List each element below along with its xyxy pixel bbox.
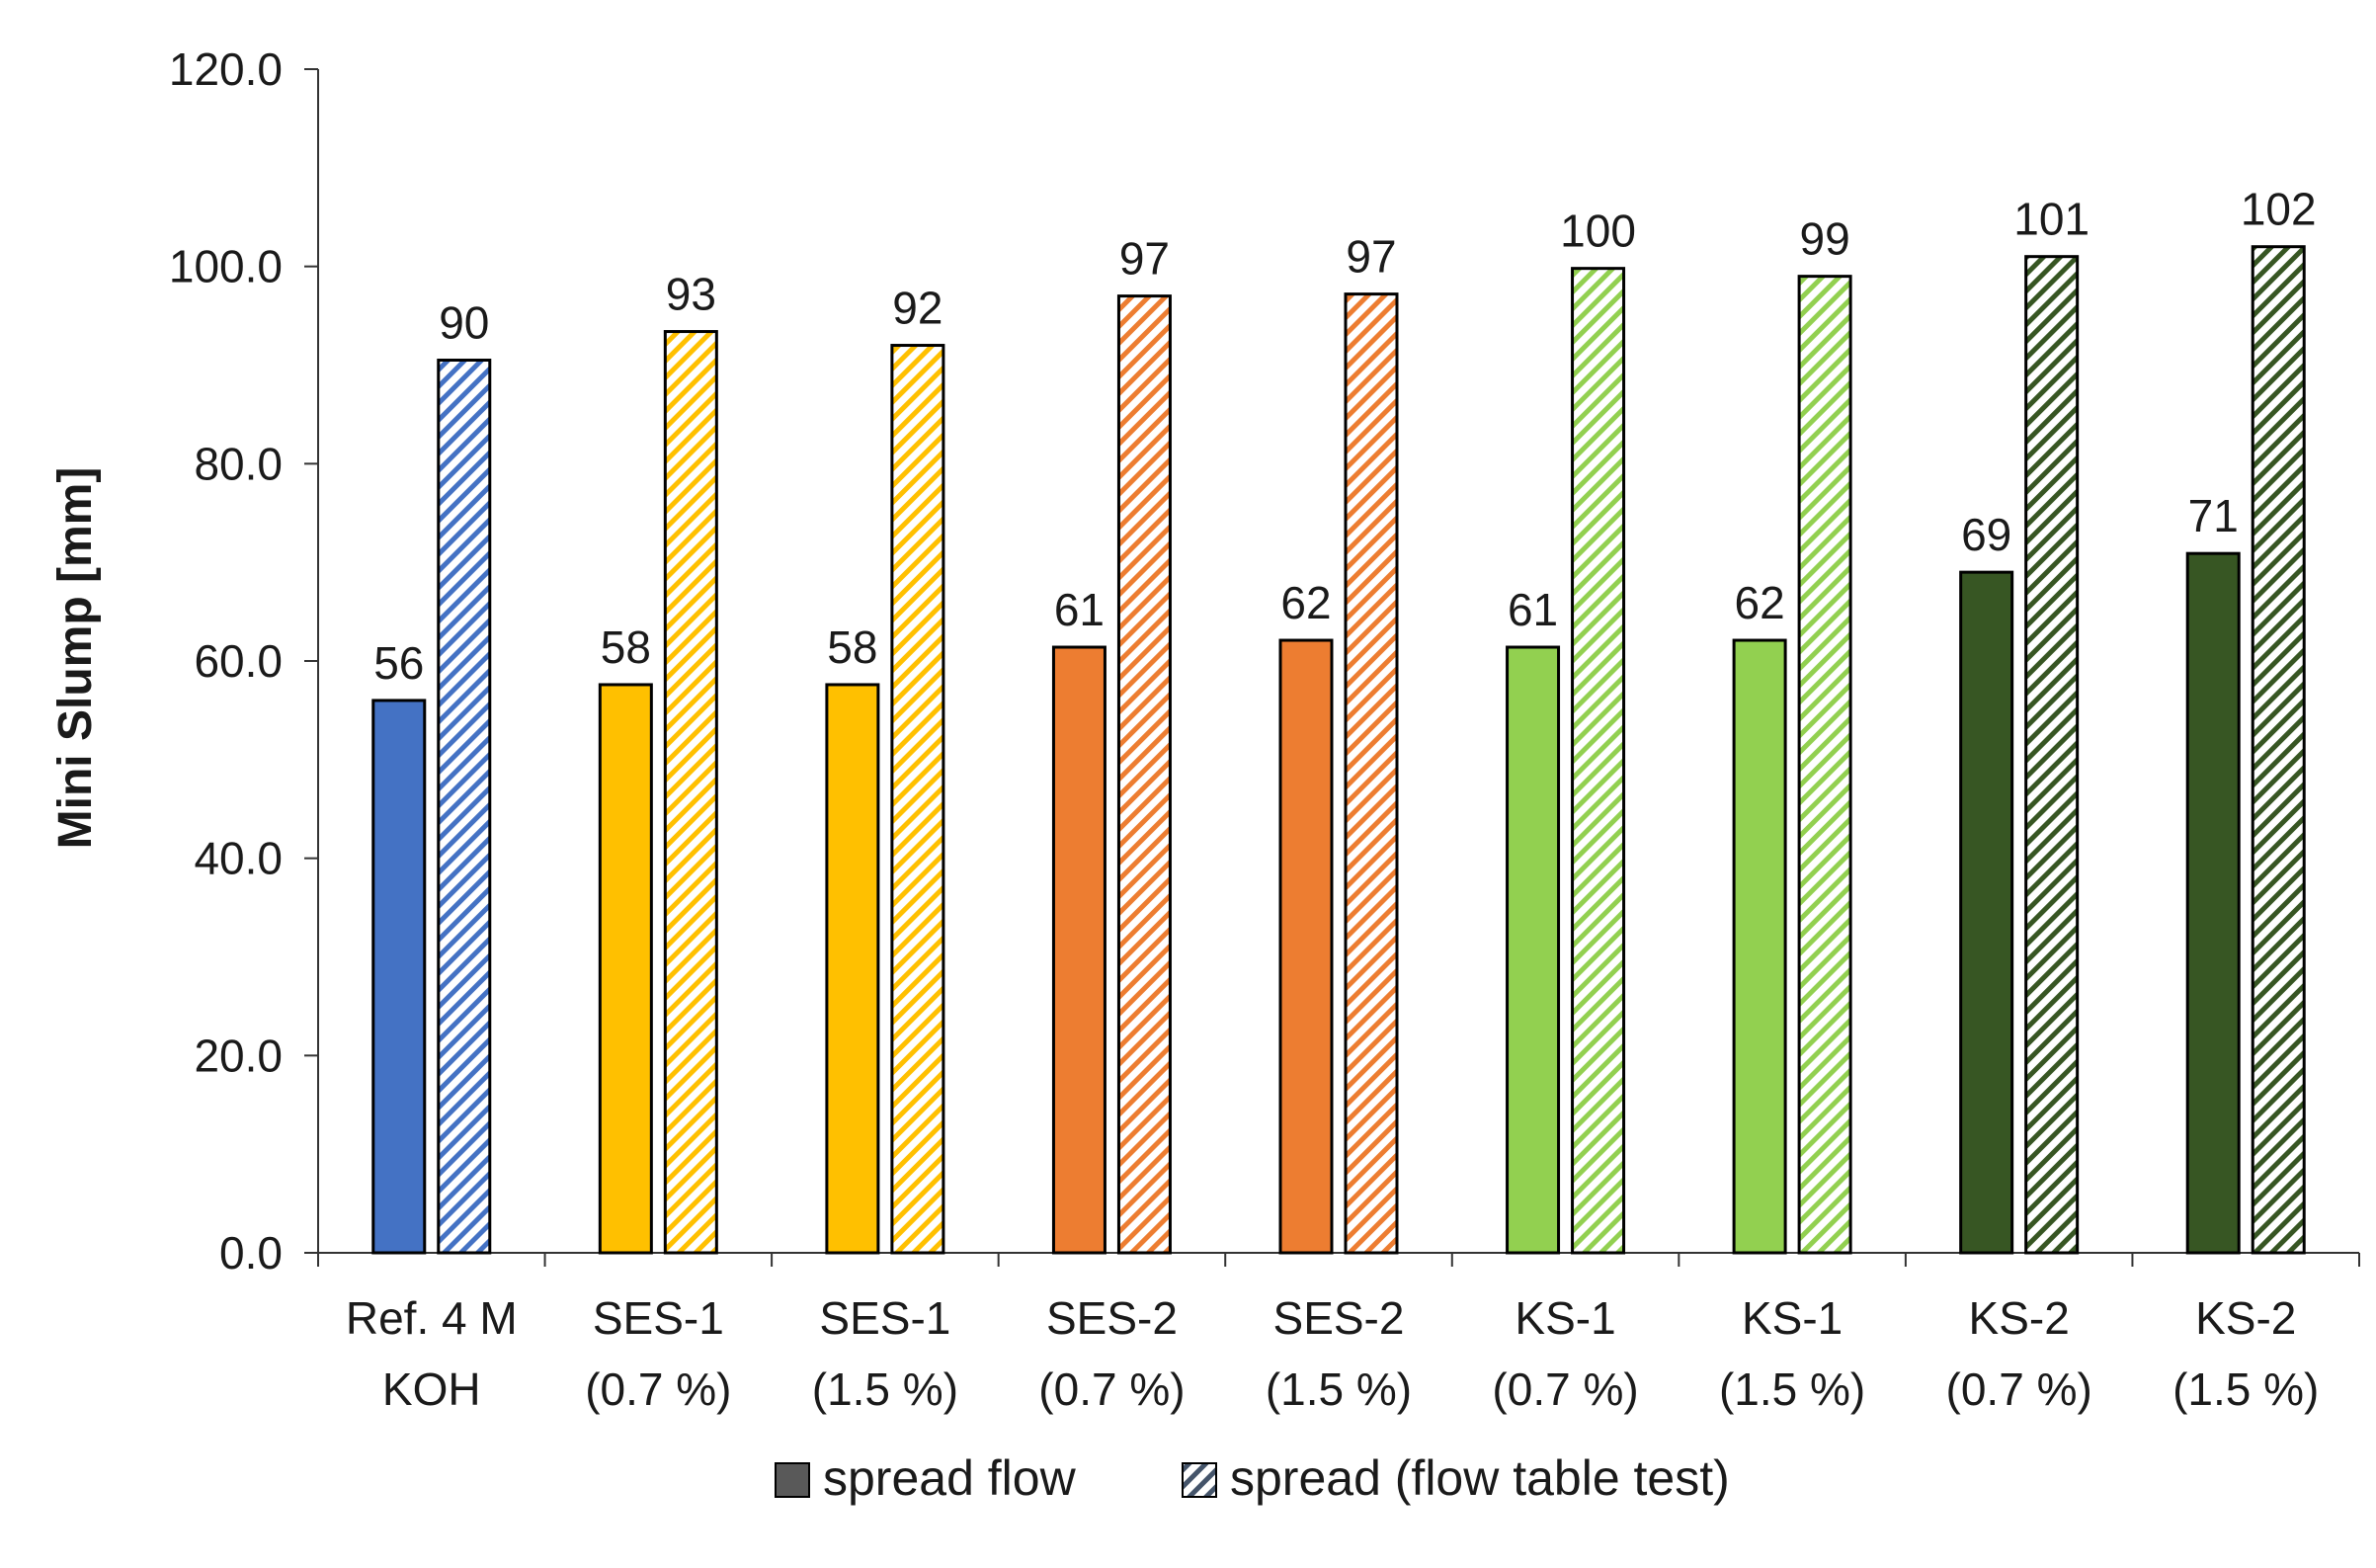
bar-spread-flow-table — [1571, 267, 1626, 1255]
data-label: 97 — [1119, 233, 1170, 285]
data-label: 56 — [373, 637, 424, 689]
y-tick-label: 100.0 — [169, 241, 283, 292]
x-category-label: (0.7 %) — [1492, 1363, 1638, 1415]
y-tick-label: 0.0 — [219, 1227, 283, 1279]
data-labels: 56 90 58 93 58 92 61 97 62 97 61 100 62 99 69 101 71 102 — [373, 184, 2316, 689]
bar-spread-flow-table — [1344, 292, 1399, 1255]
data-label: 58 — [827, 621, 877, 673]
data-label: 102 — [2241, 184, 2317, 235]
data-label: 97 — [1346, 231, 1396, 283]
bar-spread-flow-table — [2024, 255, 2080, 1255]
data-label: 61 — [1054, 584, 1105, 635]
x-category-label: KS-1 — [1742, 1292, 1843, 1344]
x-category-label: (1.5 %) — [2172, 1363, 2319, 1415]
x-category-label: SES-2 — [1046, 1292, 1178, 1344]
legend-swatch-hatched — [1182, 1462, 1217, 1498]
bar-spread-flow — [1278, 638, 1334, 1255]
x-category-label: (1.5 %) — [812, 1363, 958, 1415]
bar-spread-flow-table — [890, 344, 945, 1255]
data-label: 58 — [601, 621, 651, 673]
data-label: 61 — [1508, 584, 1558, 635]
legend-label: spread flow — [823, 1450, 1077, 1506]
y-tick-label: 40.0 — [194, 833, 283, 884]
bar-spread-flow — [371, 699, 427, 1255]
x-category-label: SES-1 — [593, 1292, 724, 1344]
data-label: 93 — [666, 269, 716, 320]
data-label: 90 — [439, 297, 489, 349]
bars — [371, 245, 2306, 1255]
y-tick-label: 120.0 — [169, 43, 283, 95]
x-category-label: SES-1 — [819, 1292, 950, 1344]
bar-spread-flow — [1732, 638, 1787, 1255]
data-label: 100 — [1560, 206, 1636, 257]
bar-spread-flow-table — [1116, 294, 1172, 1255]
legend: spread flow spread (flow table test) — [775, 1450, 1730, 1506]
x-category-label: (1.5 %) — [1719, 1363, 1865, 1415]
data-label: 92 — [892, 283, 942, 334]
bar-spread-flow — [1959, 570, 2014, 1255]
x-category-label: KOH — [382, 1363, 481, 1415]
bar-spread-flow — [1506, 645, 1561, 1255]
x-category-label: (1.5 %) — [1266, 1363, 1412, 1415]
bar-spread-flow — [825, 683, 880, 1255]
data-label: 62 — [1735, 577, 1785, 628]
data-label: 99 — [1800, 213, 1850, 265]
x-category-label: (0.7 %) — [585, 1363, 731, 1415]
axes — [304, 68, 2360, 1267]
data-label: 71 — [2188, 490, 2239, 541]
bar-spread-flow — [598, 683, 653, 1255]
x-category-label: Ref. 4 M — [346, 1292, 518, 1344]
x-category-label: KS-1 — [1515, 1292, 1615, 1344]
legend-label: spread (flow table test) — [1230, 1450, 1730, 1506]
data-label: 69 — [1961, 509, 2011, 560]
y-tick-label: 20.0 — [194, 1030, 283, 1081]
bar-spread-flow-table — [663, 330, 718, 1255]
y-tick-label: 80.0 — [194, 438, 283, 489]
legend-swatch-solid — [775, 1462, 810, 1498]
data-label: 62 — [1280, 577, 1331, 628]
x-category-label: SES-2 — [1273, 1292, 1405, 1344]
bar-spread-flow-table — [2251, 245, 2306, 1255]
y-tick-label: 60.0 — [194, 635, 283, 687]
x-category-label: (0.7 %) — [1038, 1363, 1185, 1415]
x-category-label: KS-2 — [1969, 1292, 2070, 1344]
tick-labels: 0.0 20.0 40.0 60.0 80.0 100.0 120.0 Ref. 4 M KOH… — [169, 43, 2319, 1415]
bar-spread-flow-table — [437, 359, 492, 1255]
bar-spread-flow — [2185, 551, 2241, 1255]
x-category-label: KS-2 — [2195, 1292, 2296, 1344]
data-label: 101 — [2013, 194, 2089, 245]
bar-spread-flow-table — [1797, 275, 1852, 1255]
y-axis-label: Mini Slump [mm] — [49, 467, 102, 850]
bar-spread-flow — [1051, 645, 1106, 1255]
x-category-label: (0.7 %) — [1946, 1363, 2092, 1415]
